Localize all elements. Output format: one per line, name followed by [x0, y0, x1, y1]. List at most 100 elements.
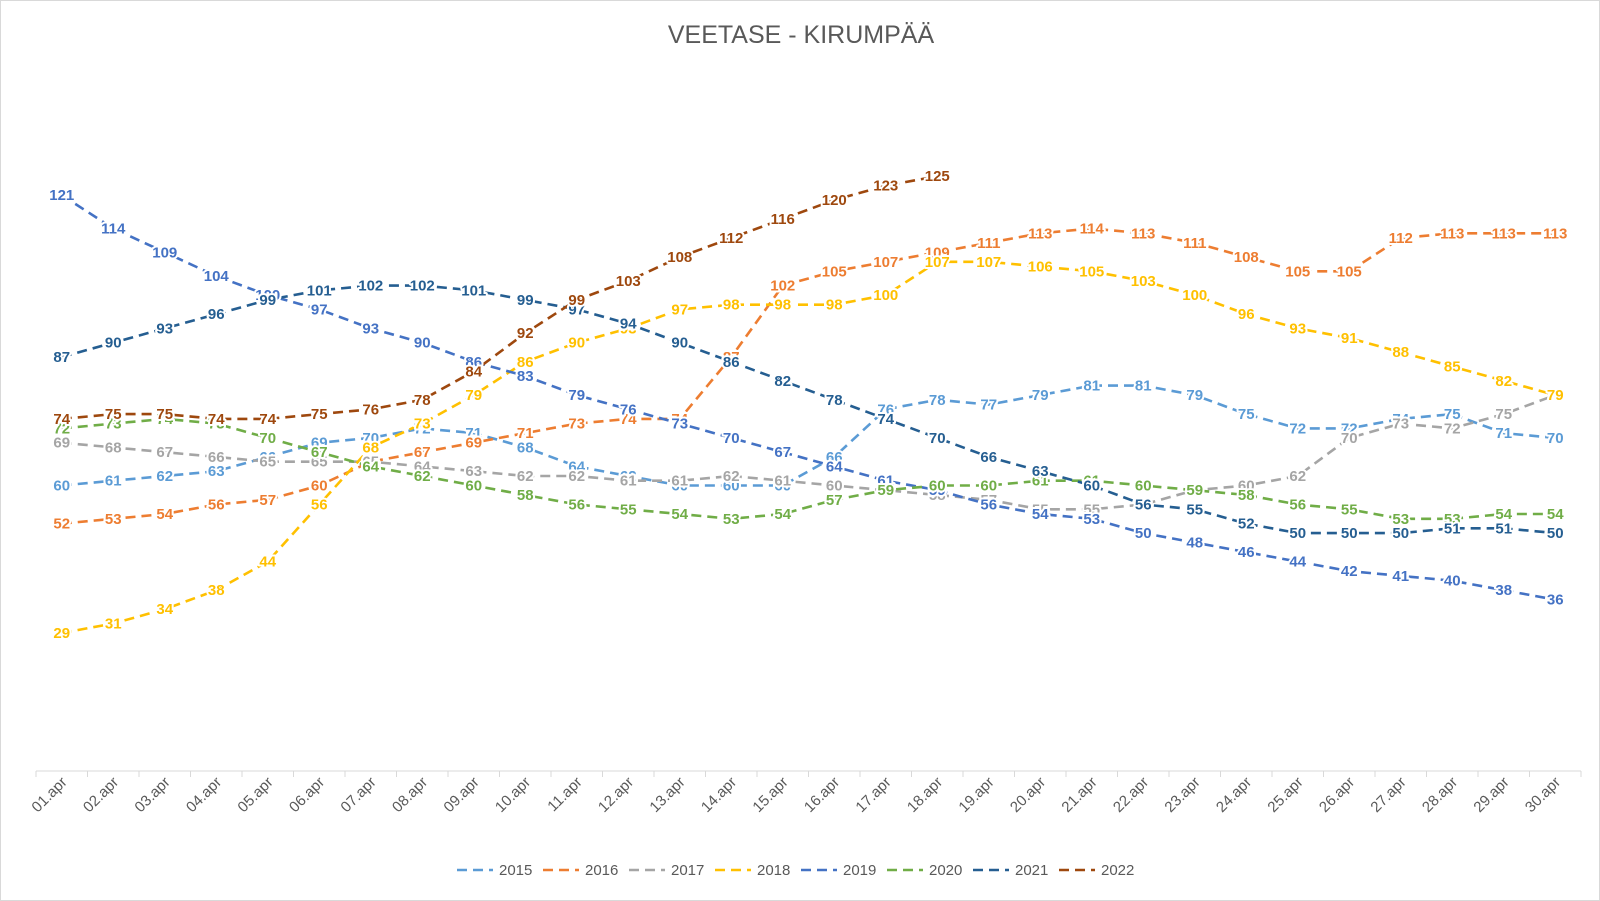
legend-label-2015: 2015	[499, 862, 532, 879]
data-label-2019: 61	[877, 473, 894, 490]
data-label-halo: 59	[929, 482, 946, 499]
data-label-2016: 71	[517, 425, 534, 442]
data-label-2017: 62	[568, 468, 585, 485]
data-label-2015: 72	[1289, 420, 1306, 437]
data-label-2022: 108	[667, 249, 692, 266]
data-label-2018: 103	[1131, 273, 1156, 290]
data-label-2018: 97	[671, 301, 688, 318]
data-label-2021: 102	[410, 278, 435, 295]
data-label-2021: 86	[723, 354, 740, 371]
data-label-halo: 76	[362, 401, 379, 418]
legend-label-2021: 2021	[1015, 862, 1048, 879]
data-label-2021: 66	[980, 449, 997, 466]
x-tick-label: 29.apr	[1470, 774, 1512, 816]
series-line-2017	[61, 393, 1556, 511]
data-label-2022: 74	[53, 411, 70, 428]
data-label-halo: 44	[1289, 554, 1306, 571]
data-label-halo: 79	[1547, 387, 1564, 404]
data-label-halo: 101	[307, 282, 332, 299]
data-label-halo: 78	[414, 392, 431, 409]
data-label-halo: 60	[53, 477, 70, 494]
data-label-halo: 93	[156, 320, 173, 337]
data-label-2021: 99	[517, 292, 534, 309]
data-label-halo: 120	[822, 192, 847, 209]
data-label-halo: 111	[1183, 235, 1206, 252]
data-label-halo: 68	[362, 439, 379, 456]
data-label-2019: 79	[568, 387, 585, 404]
series-line-2019	[61, 194, 1556, 601]
data-label-2020: 58	[1238, 487, 1255, 504]
data-label-2015: 71	[1495, 425, 1512, 442]
data-label-2018: 98	[723, 297, 740, 314]
data-label-2021: 96	[208, 306, 225, 323]
data-label-halo: 51	[1495, 520, 1512, 537]
data-label-halo: 31	[105, 615, 122, 632]
data-label-2017: 75	[1495, 406, 1512, 423]
data-label-halo: 62	[723, 468, 740, 485]
data-label-2016: 108	[1234, 249, 1259, 266]
data-label-halo: 90	[105, 335, 122, 352]
data-label-2017: 62	[517, 468, 534, 485]
data-label-2021: 56	[1135, 497, 1152, 514]
x-tick-label: 18.apr	[904, 774, 946, 816]
data-label-halo: 100	[255, 287, 280, 304]
data-label-2016: 54	[156, 506, 173, 523]
data-label-halo: 50	[1135, 525, 1152, 542]
data-label-halo: 105	[1079, 263, 1104, 280]
data-label-2019: 54	[1032, 506, 1049, 523]
data-label-2019: 90	[414, 335, 431, 352]
x-tick-label: 17.apr	[852, 774, 894, 816]
data-label-2016: 74	[671, 411, 688, 428]
data-label-2020: 56	[568, 497, 585, 514]
data-label-halo: 103	[616, 273, 641, 290]
data-label-halo: 105	[1337, 263, 1362, 280]
data-label-2020: 55	[620, 501, 637, 518]
series-line-2020	[61, 417, 1556, 521]
data-label-2017: 66	[208, 449, 225, 466]
data-label-halo: 48	[1186, 535, 1203, 552]
data-label-2015: 62	[620, 468, 637, 485]
data-label-halo: 74	[877, 411, 894, 428]
data-label-halo: 60	[1083, 477, 1100, 494]
data-label-halo: 73	[414, 416, 431, 433]
data-label-2019: 42	[1341, 563, 1358, 580]
data-label-halo: 90	[414, 335, 431, 352]
data-label-halo: 65	[311, 454, 328, 471]
data-label-halo: 69	[53, 435, 70, 452]
data-label-halo: 121	[49, 187, 74, 204]
data-label-2016: 105	[822, 263, 847, 280]
data-label-2022: 123	[873, 178, 898, 195]
data-label-2017: 61	[774, 473, 791, 490]
data-label-2017: 59	[1186, 482, 1203, 499]
data-label-2020: 56	[1289, 497, 1306, 514]
data-label-2017: 59	[877, 482, 894, 499]
data-label-halo: 56	[208, 497, 225, 514]
data-label-halo: 72	[53, 420, 70, 437]
data-label-halo: 51	[1444, 520, 1461, 537]
data-label-halo: 96	[208, 306, 225, 323]
data-label-halo: 105	[822, 263, 847, 280]
data-label-2020: 54	[671, 506, 688, 523]
data-label-2015: 66	[826, 449, 843, 466]
data-label-halo: 64	[362, 458, 379, 475]
data-label-halo: 70	[1341, 430, 1358, 447]
data-label-2019: 48	[1186, 535, 1203, 552]
data-label-2020: 73	[105, 416, 122, 433]
data-label-halo: 98	[826, 297, 843, 314]
chart-title: VEETASE - KIRUMPÄÄ	[667, 21, 935, 49]
data-label-2021: 50	[1341, 525, 1358, 542]
data-label-2016: 105	[1337, 263, 1362, 280]
x-tick-label: 22.apr	[1110, 774, 1152, 816]
data-label-2020: 60	[980, 477, 997, 494]
data-label-halo: 93	[1289, 320, 1306, 337]
data-label-halo: 74	[620, 411, 637, 428]
data-label-2022: 75	[105, 406, 122, 423]
data-label-2018: 91	[1341, 330, 1358, 347]
data-label-halo: 59	[1186, 482, 1203, 499]
data-label-2017: 72	[1444, 420, 1461, 437]
data-label-2016: 65	[362, 454, 379, 471]
data-label-halo: 59	[1186, 482, 1203, 499]
data-label-2015: 68	[517, 439, 534, 456]
data-label-2015: 74	[1392, 411, 1409, 428]
data-label-halo: 64	[826, 458, 843, 475]
